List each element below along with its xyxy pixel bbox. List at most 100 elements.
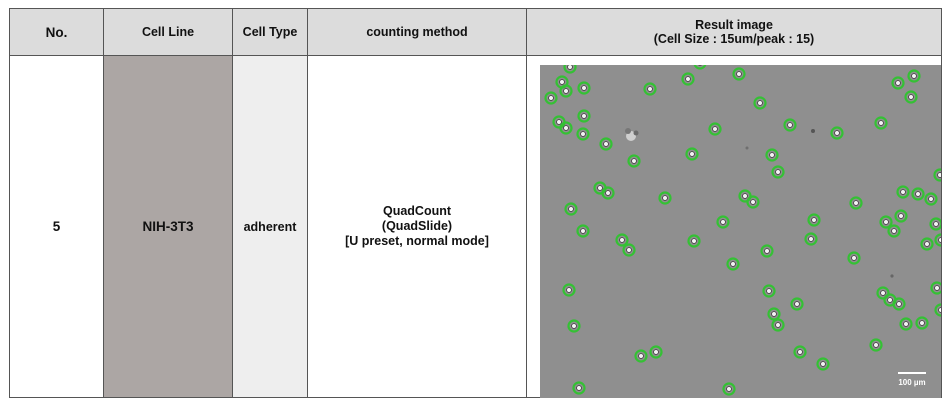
- cell: [757, 100, 763, 106]
- cell-marker-ring: [804, 232, 818, 246]
- cell-marker-ring: [920, 237, 934, 251]
- cell-marker-ring: [544, 91, 558, 105]
- cell: [571, 323, 577, 329]
- debris-particles: [625, 128, 894, 278]
- cell: [797, 349, 803, 355]
- cell-marker-ring: [627, 154, 641, 168]
- cell-marker-ring: [562, 283, 576, 297]
- cell-marker-ring: [716, 215, 730, 229]
- scale-bar-label: 100 µm: [898, 378, 925, 387]
- cell-marker-ring: [726, 257, 740, 271]
- row-cell-line: NIH-3T3: [103, 55, 233, 398]
- cell-marker-ring: [896, 185, 910, 199]
- cell: [750, 199, 756, 205]
- cell-marker-ring: [783, 118, 797, 132]
- cell-marker-ring: [622, 243, 636, 257]
- cell-marker-ring: [567, 319, 581, 333]
- cell-marker-ring: [887, 224, 901, 238]
- cell: [933, 221, 939, 227]
- cell-marker-ring: [576, 224, 590, 238]
- cell: [880, 290, 886, 296]
- cell-marker-ring: [601, 186, 615, 200]
- row-no: 5: [9, 55, 104, 398]
- cell: [834, 130, 840, 136]
- cell: [563, 88, 569, 94]
- cell-marker-ring: [658, 191, 672, 205]
- header-counting-method: counting method: [307, 8, 527, 56]
- cell-marker-ring: [722, 382, 736, 396]
- cell-marker-ring: [816, 357, 830, 371]
- cell: [742, 193, 748, 199]
- cell: [883, 219, 889, 225]
- cell-marker-ring: [930, 281, 941, 295]
- cell: [919, 320, 925, 326]
- cell: [647, 86, 653, 92]
- cell: [895, 80, 901, 86]
- cell: [853, 200, 859, 206]
- header-cell-type: Cell Type: [232, 8, 308, 56]
- header-result-title: Result image: [695, 18, 773, 32]
- cell-marker-ring: [693, 65, 707, 70]
- cell-marker-ring: [793, 345, 807, 359]
- cell: [900, 189, 906, 195]
- cell: [556, 119, 562, 125]
- header-no: No.: [9, 8, 104, 56]
- cell-marker-ring: [847, 251, 861, 265]
- cell: [811, 217, 817, 223]
- cell: [597, 185, 603, 191]
- header-cell-line: Cell Line: [103, 8, 233, 56]
- cell: [736, 71, 742, 77]
- cell-marker-ring: [687, 234, 701, 248]
- cell-marker-ring: [876, 286, 890, 300]
- cell-marker-ring: [874, 116, 888, 130]
- cell-marker-ring: [685, 147, 699, 161]
- cell: [903, 321, 909, 327]
- method-device: (QuadSlide): [381, 219, 453, 233]
- cell-marker-ring: [771, 318, 785, 332]
- cell: [576, 385, 582, 391]
- cell-marker-ring: [934, 233, 941, 247]
- cell: [626, 247, 632, 253]
- cell-marker-ring: [934, 303, 941, 317]
- cell: [631, 158, 637, 164]
- debris: [745, 146, 749, 150]
- cell-marker-ring: [576, 127, 590, 141]
- cell-marker-ring: [559, 121, 573, 135]
- header-result-image: Result image (Cell Size : 15um/peak : 15…: [526, 8, 942, 56]
- cell-marker-ring: [564, 202, 578, 216]
- cell-marker-ring: [762, 284, 776, 298]
- cell-marker-ring: [559, 84, 573, 98]
- cell: [689, 151, 695, 157]
- table-row: 5 NIH-3T3 adherent QuadCount (QuadSlide)…: [9, 55, 942, 398]
- cell: [712, 126, 718, 132]
- cell: [605, 190, 611, 196]
- cell-marker-ring: [634, 349, 648, 363]
- cell-marker-ring: [904, 90, 918, 104]
- cell-marker-ring: [643, 82, 657, 96]
- cell-marker-ring: [649, 345, 663, 359]
- cell-marker-ring: [746, 195, 760, 209]
- cell: [580, 228, 586, 234]
- cell: [873, 342, 879, 348]
- cell: [938, 237, 941, 243]
- cell: [808, 236, 814, 242]
- cell-marker-ring: [807, 213, 821, 227]
- method-preset: [U preset, normal mode]: [345, 234, 489, 248]
- cell-marker-ring: [599, 137, 613, 151]
- cell: [934, 285, 940, 291]
- cell: [726, 386, 732, 392]
- scale-bar: 100 µm: [898, 372, 926, 387]
- cell-marker-ring: [753, 96, 767, 110]
- results-table: No. Cell Line Cell Type counting method …: [9, 8, 942, 398]
- cell: [771, 311, 777, 317]
- cell: [878, 120, 884, 126]
- cell-marker-ring: [732, 67, 746, 81]
- cell-marker-ring: [771, 165, 785, 179]
- row-counting-method: QuadCount (QuadSlide) [U preset, normal …: [307, 55, 527, 398]
- cell-marker-ring: [915, 316, 929, 330]
- cell-marker-ring: [563, 65, 577, 74]
- cell-marker-ring: [681, 72, 695, 86]
- debris: [633, 130, 639, 136]
- debris: [811, 129, 815, 133]
- cell: [915, 191, 921, 197]
